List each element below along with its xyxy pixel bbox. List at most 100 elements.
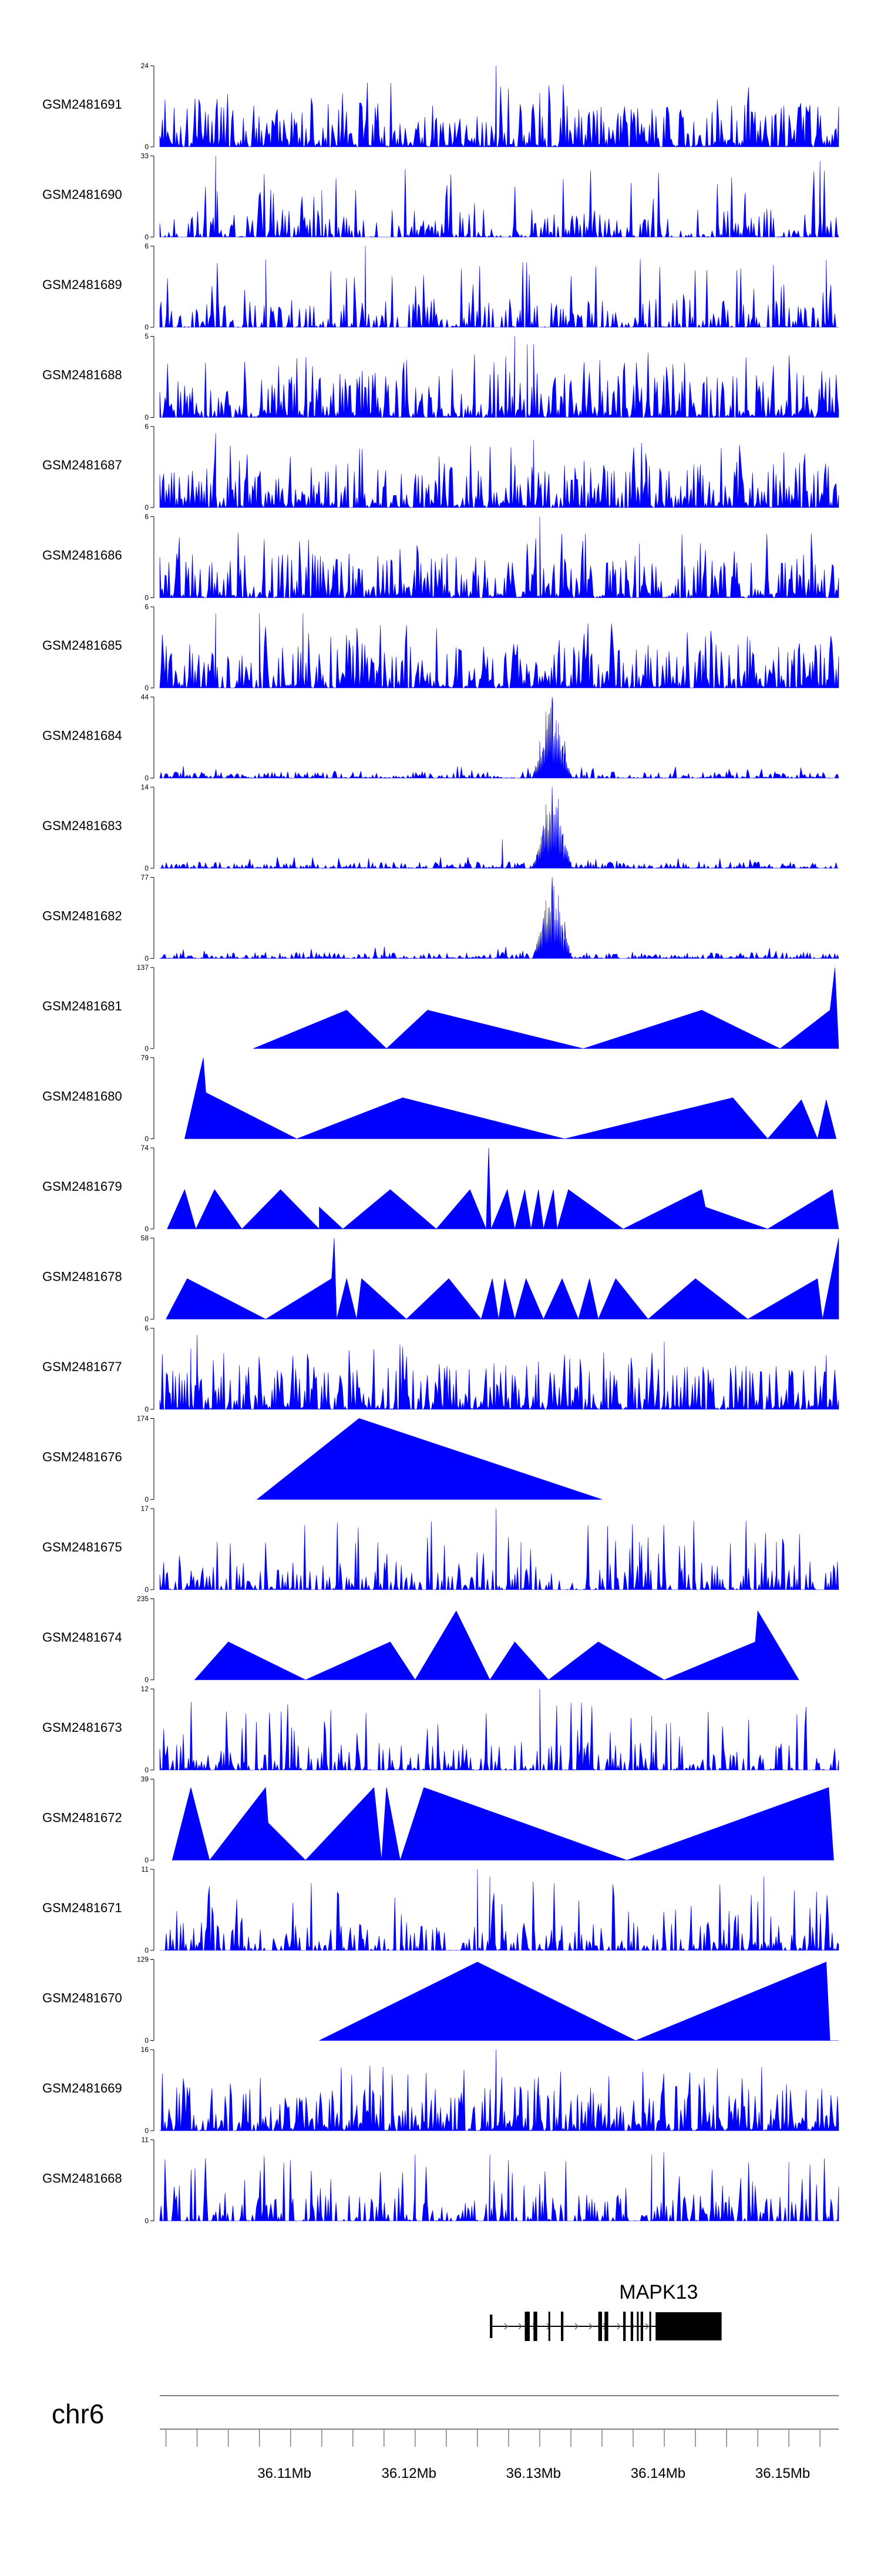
y-max-label: 17 xyxy=(141,1504,149,1513)
y-min-label: 0 xyxy=(144,955,149,963)
y-max-label: 44 xyxy=(141,693,149,701)
y-min-label: 0 xyxy=(144,774,149,782)
track-GSM2481672: GSM2481672 39 0 xyxy=(42,1775,834,1865)
track-GSM2481681: GSM2481681 137 0 xyxy=(42,963,839,1053)
y-min-label: 0 xyxy=(144,864,149,872)
track-GSM2481677: GSM2481677 6 0 xyxy=(42,1324,839,1413)
signal-area xyxy=(319,1962,839,2041)
y-min-label: 0 xyxy=(144,1405,149,1413)
track-label: GSM2481675 xyxy=(42,1540,122,1554)
y-max-label: 6 xyxy=(144,513,149,521)
x-tick-label: 36.12Mb xyxy=(382,2466,436,2481)
exon xyxy=(640,2312,643,2341)
track-label: GSM2481674 xyxy=(42,1630,122,1644)
signal-area xyxy=(167,1147,839,1230)
track-label: GSM2481682 xyxy=(42,908,122,923)
y-min-label: 0 xyxy=(144,1946,149,1954)
exon xyxy=(630,2312,634,2341)
y-max-label: 11 xyxy=(142,1865,149,1873)
track-label: GSM2481673 xyxy=(42,1720,122,1735)
signal-area xyxy=(159,516,839,599)
y-max-label: 24 xyxy=(141,62,149,70)
track-GSM2481684: GSM2481684 44 0 xyxy=(42,693,839,782)
y-max-label: 79 xyxy=(141,1054,149,1062)
exon xyxy=(548,2312,550,2341)
track-label: GSM2481668 xyxy=(42,2171,122,2185)
exon xyxy=(649,2312,651,2341)
track-GSM2481685: GSM2481685 6 0 xyxy=(42,603,839,692)
y-max-label: 58 xyxy=(141,1234,149,1242)
signal-area xyxy=(159,2049,839,2132)
y-min-label: 0 xyxy=(144,1676,149,1684)
track-label: GSM2481677 xyxy=(42,1359,122,1374)
strand-arrow xyxy=(574,2323,579,2330)
track-GSM2481673: GSM2481673 12 0 xyxy=(42,1685,839,1774)
y-min-label: 0 xyxy=(144,684,149,692)
signal-area xyxy=(160,1869,839,1952)
exon xyxy=(623,2312,626,2341)
track-GSM2481680: GSM2481680 79 0 xyxy=(42,1054,837,1143)
exon-block xyxy=(655,2312,722,2340)
signal-area xyxy=(159,1508,839,1591)
signal-area xyxy=(159,246,839,328)
track-GSM2481668: GSM2481668 11 0 xyxy=(42,2136,839,2225)
y-max-label: 129 xyxy=(137,1956,149,1964)
y-min-label: 0 xyxy=(144,1766,149,1774)
y-max-label: 39 xyxy=(141,1775,149,1784)
x-tick-label: 36.15Mb xyxy=(755,2466,810,2481)
y-min-label: 0 xyxy=(144,1044,149,1053)
signal-area xyxy=(159,877,839,959)
y-max-label: 6 xyxy=(144,1324,149,1332)
exon xyxy=(604,2312,608,2341)
y-max-label: 33 xyxy=(141,152,149,160)
track-GSM2481691: GSM2481691 24 0 xyxy=(42,62,839,151)
track-label: GSM2481680 xyxy=(42,1089,122,1103)
y-min-label: 0 xyxy=(144,1856,149,1865)
signal-area xyxy=(159,65,839,148)
y-min-label: 0 xyxy=(144,503,149,512)
track-label: GSM2481686 xyxy=(42,548,122,562)
signal-area xyxy=(159,697,839,779)
track-label: GSM2481678 xyxy=(42,1269,122,1284)
y-max-label: 12 xyxy=(141,1685,149,1693)
x-tick-label: 36.11Mb xyxy=(257,2466,311,2481)
y-min-label: 0 xyxy=(144,1225,149,1233)
track-label: GSM2481691 xyxy=(42,97,122,112)
track-GSM2481690: GSM2481690 33 0 xyxy=(42,152,839,241)
track-GSM2481682: GSM2481682 77 0 xyxy=(42,874,839,963)
signal-area xyxy=(159,613,839,688)
y-min-label: 0 xyxy=(144,414,149,422)
track-label: GSM2481684 xyxy=(42,728,122,743)
strand-arrow xyxy=(645,2323,650,2330)
signal-area xyxy=(159,336,839,418)
track-GSM2481675: GSM2481675 17 0 xyxy=(42,1504,839,1594)
y-min-label: 0 xyxy=(144,2217,149,2225)
signal-area xyxy=(159,1335,839,1410)
track-GSM2481686: GSM2481686 6 0 xyxy=(42,513,839,602)
y-min-label: 0 xyxy=(144,143,149,151)
exon xyxy=(533,2312,537,2341)
gene-track: MAPK13 xyxy=(490,2281,722,2341)
y-max-label: 16 xyxy=(141,2046,149,2054)
exon xyxy=(598,2312,602,2341)
track-GSM2481669: GSM2481669 16 0 xyxy=(42,2046,839,2135)
track-label: GSM2481688 xyxy=(42,367,122,382)
x-tick-label: 36.13Mb xyxy=(506,2466,561,2481)
exon xyxy=(524,2312,530,2341)
y-max-label: 74 xyxy=(141,1144,149,1152)
y-max-label: 11 xyxy=(142,2136,149,2144)
y-min-label: 0 xyxy=(144,2127,149,2135)
strand-arrow xyxy=(617,2323,621,2330)
track-GSM2481674: GSM2481674 235 0 xyxy=(42,1595,799,1684)
strand-arrow xyxy=(518,2323,523,2330)
y-max-label: 6 xyxy=(144,242,149,250)
track-label: GSM2481669 xyxy=(42,2081,122,2095)
track-label: GSM2481676 xyxy=(42,1449,122,1464)
y-max-label: 137 xyxy=(137,963,149,972)
y-max-label: 5 xyxy=(144,333,149,341)
track-GSM2481689: GSM2481689 6 0 xyxy=(42,242,839,331)
track-GSM2481687: GSM2481687 6 0 xyxy=(42,422,839,512)
track-GSM2481688: GSM2481688 5 0 xyxy=(42,333,839,422)
